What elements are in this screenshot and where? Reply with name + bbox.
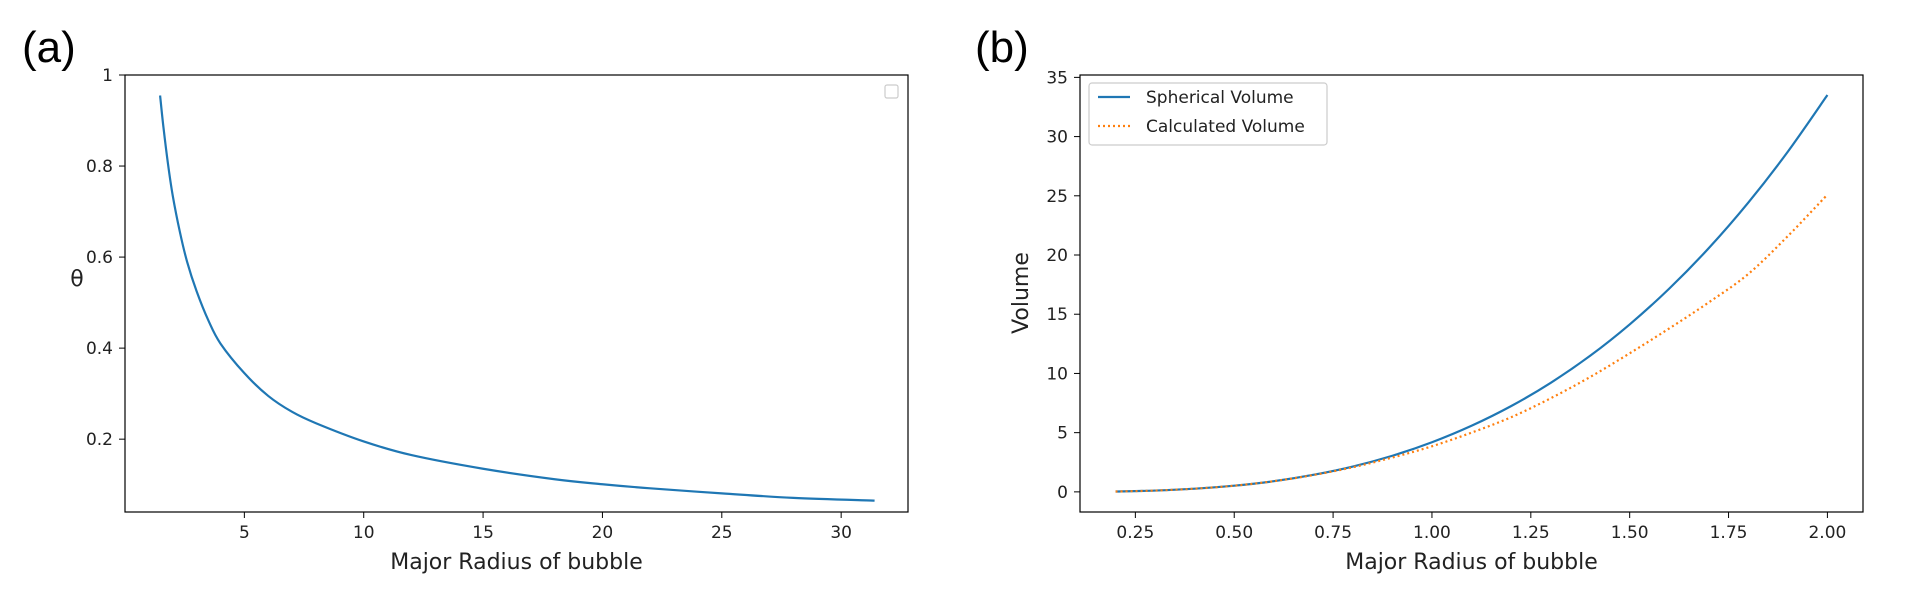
y-tick-label: 0.2 [86,430,113,450]
plot-frame-a [124,74,909,513]
plot-area-a [125,75,908,512]
y-tick-label: 0.8 [86,157,113,177]
legend-frame-b [1088,82,1328,146]
y-axis-title-b: Volume [1009,252,1034,334]
panel-label-b: (b) [975,23,1029,72]
y-axis-title-a: θ [70,267,83,292]
x-tick-label: 0.25 [1116,523,1154,543]
x-tick-label: 25 [711,523,733,543]
x-tick-label: 0.75 [1314,523,1352,543]
axis-ticks-a: 5 10 15 20 25 30 0.2 0.4 0.6 0.8 1 [86,66,852,543]
y-tick-label: 0 [1057,483,1068,503]
x-tick-label: 30 [830,523,852,543]
plot-area-b [1080,75,1863,512]
legend-b: Spherical Volume Calculated Volume [1088,82,1328,146]
x-tick-label: 20 [592,523,614,543]
y-tick-label: 1 [102,66,113,86]
x-tick-label: 1.75 [1710,523,1748,543]
y-tick-label: 10 [1046,364,1068,384]
legend-label-calculated: Calculated Volume [1146,117,1305,137]
x-tick-label: 1.50 [1611,523,1649,543]
chart-panel-b: (b) 0.25 0.50 0.75 1.00 1.25 1.50 1.75 2.00 0 5 10… [975,23,1864,575]
y-tick-label: 0.4 [86,339,113,359]
y-tick-label: 15 [1046,305,1068,325]
y-tick-label: 35 [1046,68,1068,88]
x-axis-title-a: Major Radius of bubble [390,550,643,575]
spherical-volume-line [1115,94,1829,493]
y-tick-label: 20 [1046,246,1068,266]
panel-label-a: (a) [22,23,76,72]
x-tick-label: 2.00 [1808,523,1846,543]
y-tick-label: 30 [1046,128,1068,148]
x-tick-label: 5 [239,523,250,543]
theta-curve [158,95,875,502]
legend-box-a [884,84,899,99]
y-tick-label: 5 [1057,424,1068,444]
plot-frame-b [1079,74,1864,513]
y-tick-label: 25 [1046,187,1068,207]
legend-label-spherical: Spherical Volume [1146,88,1294,108]
chart-panel-a: (a) 5 10 15 20 25 30 0.2 0.4 0.6 0.8 1 Major Radiu… [22,23,909,575]
y-tick-label: 0.6 [86,248,113,268]
axis-ticks-b: 0.25 0.50 0.75 1.00 1.25 1.50 1.75 2.00 0 5 10 15 20… [1046,68,1846,543]
x-tick-label: 0.50 [1215,523,1253,543]
x-tick-label: 1.00 [1413,523,1451,543]
x-tick-label: 15 [472,523,494,543]
x-tick-label: 1.25 [1512,523,1550,543]
x-axis-title-b: Major Radius of bubble [1345,550,1598,575]
x-tick-label: 10 [353,523,375,543]
